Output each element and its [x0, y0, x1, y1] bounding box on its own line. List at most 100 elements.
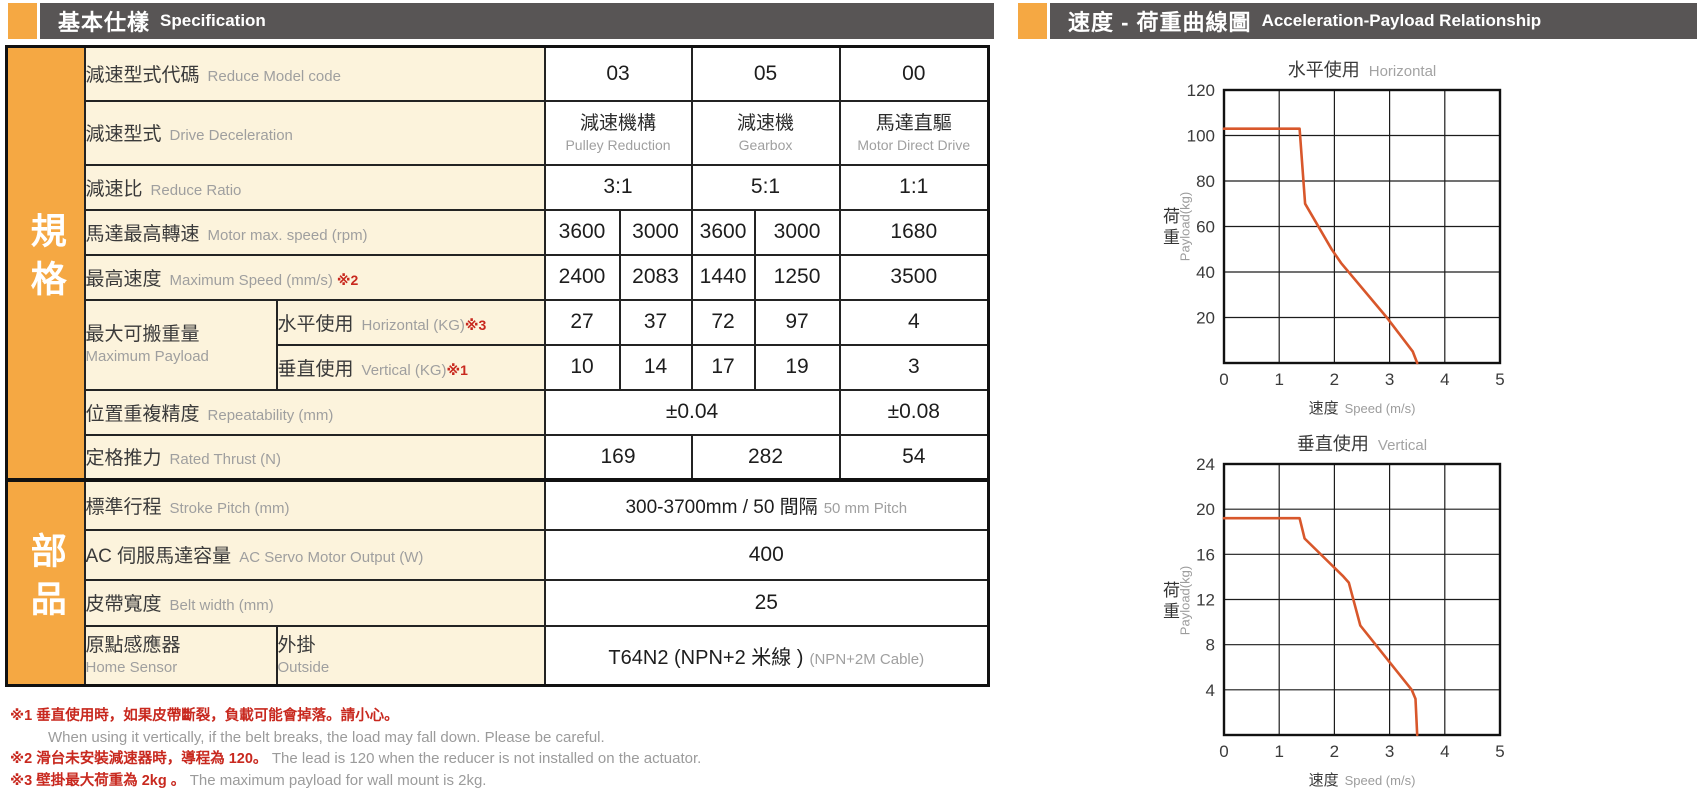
y-axis-label-en: Payload(kg) — [1177, 191, 1193, 262]
chart-section-header: 速度 - 荷重曲線圖 Acceleration-Payload Relation… — [1018, 3, 1697, 39]
accent-square-icon — [8, 3, 37, 39]
row-label-ratio: 減速比 Reduce Ratio — [83, 163, 546, 211]
chart-horizontal-plot: 120 100 80 60 40 20 0 1 2 3 4 5 — [1187, 84, 1505, 389]
drive-type-direct: 馬達直驅 Motor Direct Drive — [838, 99, 990, 166]
footnote-mark-3: ※3 — [464, 316, 487, 333]
y-tick-label: 24 — [1196, 458, 1215, 474]
spec-header-title-cjk: 基本仕樣 — [58, 10, 151, 35]
x-tick-label: 5 — [1495, 370, 1504, 389]
model-code-00: 00 — [838, 45, 990, 102]
footnote-1-cjk: ※1 垂直使用時，如果皮帶斷裂，負載可能會掉落。請小心。 — [10, 708, 399, 724]
y-axis-label-cjk: 荷重 — [1163, 581, 1180, 621]
chart-header-title-en: Acceleration-Payload Relationship — [1261, 11, 1542, 30]
table-row: 減速型式 Drive Deceleration 減速機構 Pulley Reduct… — [7, 99, 990, 166]
footnote-1-en: When using it vertically, if the belt br… — [48, 729, 605, 746]
y-tick-label: 20 — [1196, 500, 1215, 519]
max-speed-value: 2083 — [618, 253, 693, 301]
table-row: 垂直使用 Vertical (KG)※1 10 14 17 19 3 — [7, 343, 990, 391]
y-tick-label: 8 — [1206, 636, 1215, 655]
motor-speed-value: 3000 — [753, 208, 841, 256]
ratio-3-1: 3:1 — [543, 163, 693, 211]
x-tick-label: 5 — [1495, 742, 1504, 761]
table-row: 原點感應器 Home Sensor 外掛 Outside T64N2 (NPN+2 … — [7, 624, 990, 687]
y-axis-label-en: Payload(kg) — [1177, 565, 1193, 636]
y-tick-label: 4 — [1206, 681, 1215, 700]
table-row: 最大可搬重量 Maximum Payload 水平使用 Horizontal (KG… — [7, 298, 990, 391]
motor-speed-value: 3600 — [543, 208, 621, 256]
model-code-03: 03 — [543, 45, 693, 102]
model-code-05: 05 — [690, 45, 841, 102]
plot-border — [1222, 462, 1502, 737]
spec-section-header: 基本仕樣 Specification — [8, 3, 994, 39]
payload-vertical-value: 10 — [543, 343, 621, 391]
payload-vertical-value: 14 — [618, 343, 693, 391]
x-tick-label: 1 — [1274, 370, 1283, 389]
chart-vertical: 垂直使用 Vertical 荷重 Payload(kg) 24 20 16 12 8 4 0 1… — [1163, 430, 1568, 790]
x-tick-label: 3 — [1385, 742, 1394, 761]
x-tick-label: 4 — [1440, 370, 1449, 389]
footnote-mark-2: ※2 — [336, 271, 359, 288]
thrust-value: 282 — [690, 433, 841, 481]
y-tick-label: 100 — [1187, 127, 1215, 146]
row-label-stroke: 標準行程 Stroke Pitch (mm) — [83, 477, 546, 531]
accent-square-icon — [1018, 3, 1047, 39]
chart-horizontal: 水平使用 Horizontal 荷重 Payload(kg) 120 100 80 60… — [1163, 56, 1568, 418]
y-tick-label: 40 — [1196, 263, 1215, 282]
payload-vertical-value: 19 — [753, 343, 841, 391]
motor-speed-value: 3600 — [690, 208, 756, 256]
x-tick-label: 4 — [1440, 742, 1449, 761]
x-tick-label: 2 — [1330, 370, 1339, 389]
table-row: 部品 標準行程 Stroke Pitch (mm) 300-3700mm / 50… — [5, 477, 990, 687]
y-tick-label: 60 — [1196, 218, 1215, 237]
thrust-value: 54 — [838, 433, 990, 481]
spec-header-title-en: Specification — [160, 11, 266, 30]
y-tick-label: 12 — [1196, 591, 1215, 610]
motor-speed-value: 3000 — [618, 208, 693, 256]
chart-horizontal-title: 水平使用 Horizontal — [1287, 60, 1437, 80]
table-row: 最高速度 Maximum Speed (mm/s) ※2 2400 2083 144… — [7, 253, 990, 301]
x-tick-label: 1 — [1274, 742, 1283, 761]
payload-horizontal-value: 37 — [618, 298, 693, 346]
plot-border — [1222, 88, 1502, 365]
payload-horizontal-value: 97 — [753, 298, 841, 346]
row-label-sensor-outside: 外掛 Outside — [275, 624, 546, 687]
payload-vertical-value: 3 — [838, 343, 990, 391]
repeatability-value: ±0.04 — [543, 388, 841, 436]
x-axis-label: 速度 Speed (m/s) — [1308, 772, 1416, 789]
payload-curve — [1222, 127, 1419, 365]
spec-header-bar: 基本仕樣 Specification — [40, 3, 994, 39]
x-tick-label: 0 — [1219, 742, 1228, 761]
row-label-servo: AC 伺服馬達容量 AC Servo Motor Output (W) — [83, 528, 546, 581]
drive-type-pulley: 減速機構 Pulley Reduction — [543, 99, 693, 166]
table-row: 定格推力 Rated Thrust (N) 169 282 54 — [7, 433, 990, 481]
payload-curve — [1222, 516, 1419, 737]
x-tick-label: 0 — [1219, 370, 1228, 389]
row-label-payload-vertical: 垂直使用 Vertical (KG)※1 — [275, 343, 546, 391]
footnote-3: ※3 壁掛最大荷重為 2kg 。 The maximum payload for… — [10, 772, 487, 789]
sensor-value: T64N2 (NPN+2 米線 ) (NPN+2M Cable) — [543, 624, 990, 687]
y-tick-label: 20 — [1196, 309, 1215, 328]
row-label-model-code: 減速型式代碼 Reduce Model code — [83, 45, 546, 102]
belt-value: 25 — [543, 578, 990, 627]
x-tick-label: 3 — [1385, 370, 1394, 389]
row-label-home-sensor: 原點感應器 Home Sensor — [83, 624, 278, 687]
sidebar-spec-label: 規格 — [25, 212, 67, 309]
ratio-1-1: 1:1 — [838, 163, 990, 211]
row-label-thrust: 定格推力 Rated Thrust (N) — [83, 433, 546, 481]
footnote-mark-1: ※1 — [446, 361, 468, 378]
x-tick-label: 2 — [1330, 742, 1339, 761]
payload-horizontal-value: 72 — [690, 298, 756, 346]
row-label-payload: 最大可搬重量 Maximum Payload — [83, 298, 278, 391]
row-label-belt: 皮帶寬度 Belt width (mm) — [83, 578, 546, 627]
max-speed-value: 1440 — [690, 253, 756, 301]
max-speed-value: 1250 — [753, 253, 841, 301]
y-tick-label: 120 — [1187, 84, 1215, 100]
x-axis-label: 速度 Speed (m/s) — [1308, 400, 1416, 417]
table-row: 規格 減速型式代碼 Reduce Model code 03 05 00 — [5, 45, 990, 481]
chart-header-bar: 速度 - 荷重曲線圖 Acceleration-Payload Relation… — [1050, 3, 1697, 39]
chart-header-title-cjk: 速度 - 荷重曲線圖 — [1068, 10, 1252, 35]
table-row: 皮帶寬度 Belt width (mm) 25 — [7, 578, 990, 627]
row-label-payload-horizontal: 水平使用 Horizontal (KG)※3 — [275, 298, 546, 346]
payload-horizontal-value: 27 — [543, 298, 621, 346]
